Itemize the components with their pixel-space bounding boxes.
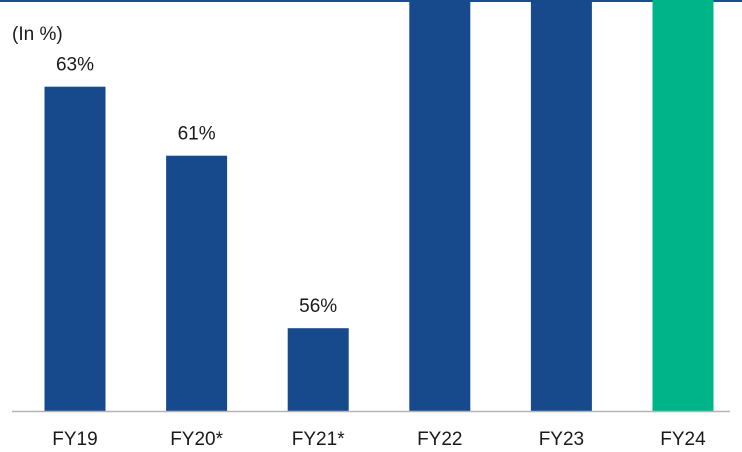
x-tick-label: FY24	[660, 429, 706, 450]
unit-label: (In %)	[12, 24, 63, 45]
top-rule	[0, 0, 742, 2]
bar-fy21	[287, 328, 349, 411]
bar-fy19	[44, 86, 106, 411]
data-label: 61%	[178, 124, 216, 145]
data-label: 56%	[299, 296, 337, 317]
x-tick-label: FY21*	[292, 429, 345, 450]
x-tick-label: FY20*	[170, 429, 223, 450]
x-tick-label: FY23	[539, 429, 584, 450]
x-tick-label: FY22	[417, 429, 462, 450]
bar-fy20	[166, 155, 228, 411]
data-label: 63%	[56, 55, 94, 76]
bar-fy22	[409, 0, 471, 411]
bar-fy23	[530, 0, 592, 411]
bar-fy24	[652, 0, 714, 411]
x-tick-label: FY19	[52, 429, 97, 450]
